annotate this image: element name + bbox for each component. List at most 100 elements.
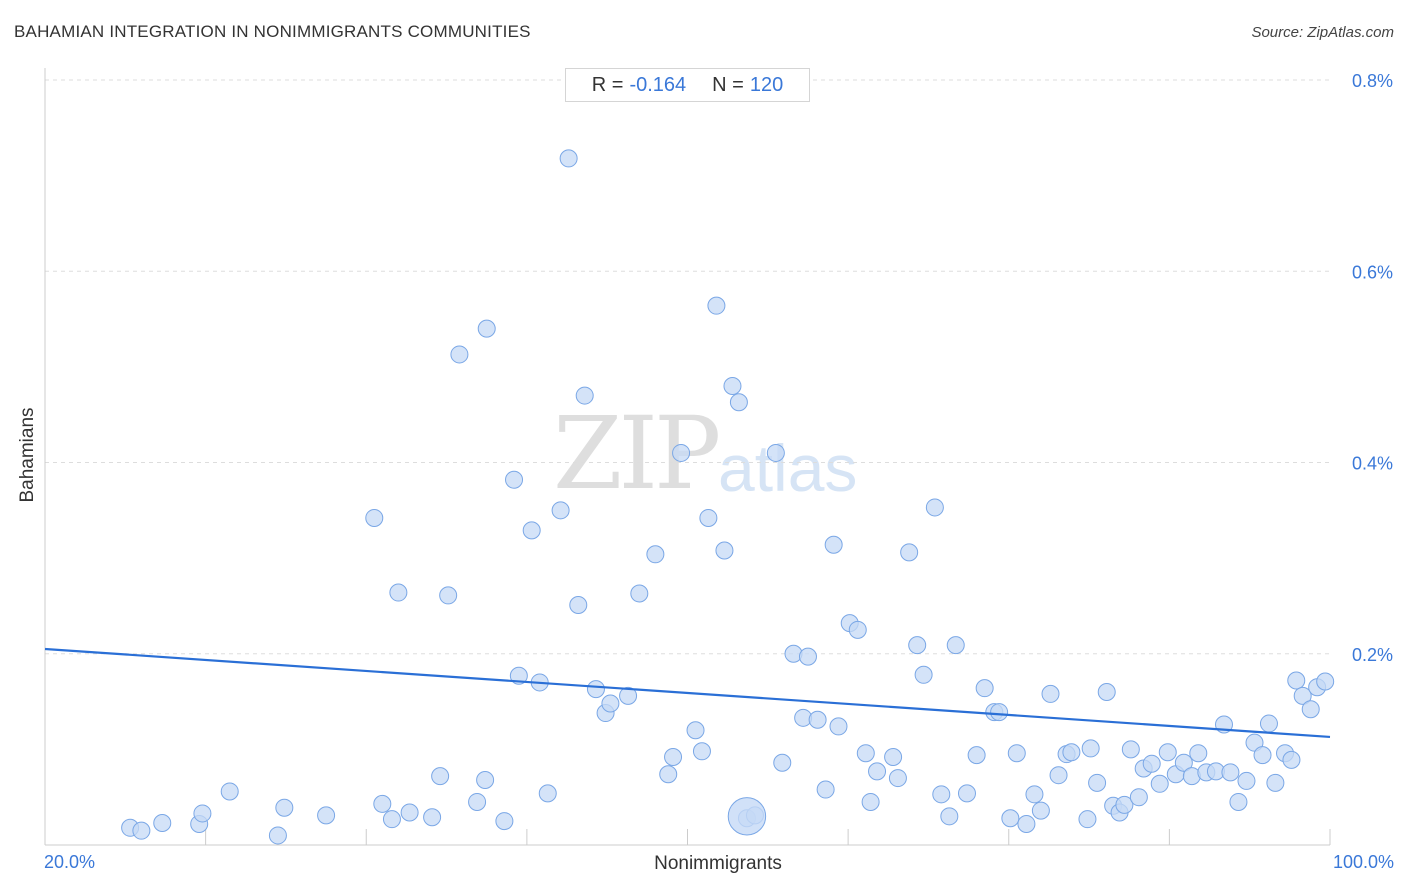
data-point — [220, 782, 239, 801]
data-point — [1121, 740, 1140, 759]
data-point — [932, 785, 951, 804]
trend-line — [44, 647, 1331, 739]
data-point — [468, 792, 487, 811]
data-point — [1253, 746, 1272, 765]
y-tick-label: 0.6% — [1352, 262, 1393, 282]
data-point — [1062, 743, 1081, 762]
data-point — [884, 748, 903, 767]
data-point — [373, 794, 392, 813]
data-point — [1129, 788, 1148, 807]
data-point — [382, 810, 401, 829]
data-point-large — [727, 797, 767, 836]
data-point — [1001, 809, 1020, 828]
data-point — [664, 748, 683, 767]
data-point — [824, 535, 843, 554]
data-point — [975, 679, 994, 698]
data-point — [476, 770, 495, 789]
y-tick-label: 0.4% — [1352, 454, 1393, 474]
data-point — [1282, 750, 1301, 769]
data-point — [619, 686, 638, 705]
data-point — [723, 377, 742, 395]
data-point — [1189, 744, 1208, 763]
data-point — [400, 803, 419, 822]
data-point — [1007, 744, 1026, 763]
data-point — [816, 780, 835, 799]
data-point — [1158, 743, 1177, 762]
data-point — [686, 721, 705, 740]
data-point — [990, 703, 1009, 722]
data-point — [1293, 686, 1312, 705]
data-point — [505, 470, 524, 489]
data-point — [1221, 763, 1240, 782]
data-point — [477, 319, 496, 338]
data-point — [1142, 754, 1161, 773]
watermark-zip: ZIP — [553, 395, 721, 512]
n-label: N = — [712, 73, 744, 96]
r-label: R = — [591, 73, 624, 96]
data-point — [967, 746, 986, 765]
data-point — [1078, 810, 1097, 829]
x-tick-min: 20.0% — [44, 852, 96, 872]
data-point — [268, 826, 287, 845]
data-point — [729, 393, 748, 412]
data-point — [1150, 774, 1169, 793]
stats-box: R = -0.164 N = 120 — [565, 68, 810, 102]
data-point — [1049, 766, 1068, 785]
data-point — [659, 765, 678, 784]
data-point — [1097, 683, 1116, 701]
data-point — [1174, 753, 1193, 772]
data-point — [522, 521, 541, 540]
data-point — [1287, 671, 1306, 690]
data-point — [630, 584, 649, 603]
data-point — [908, 636, 927, 655]
data-point — [925, 498, 944, 517]
data-point — [132, 821, 151, 840]
data-point — [569, 595, 588, 614]
data-point — [389, 583, 408, 602]
r-value: -0.164 — [629, 73, 687, 96]
source-label: Source: ZipAtlas.com — [1251, 24, 1394, 41]
watermark-atlas: atlas — [718, 431, 858, 505]
data-point — [1301, 700, 1320, 719]
data-point — [1088, 773, 1107, 792]
data-point — [1031, 801, 1050, 820]
data-point — [940, 807, 959, 826]
data-point — [699, 508, 718, 527]
data-point — [575, 386, 594, 405]
data-point — [692, 742, 711, 761]
data-point — [586, 680, 605, 699]
data-point — [559, 149, 578, 168]
data-point — [450, 345, 469, 364]
data-point — [423, 808, 442, 827]
data-point — [900, 543, 919, 562]
data-point — [193, 804, 212, 823]
data-point — [766, 443, 785, 462]
y-axis-label: Bahamians — [17, 407, 38, 503]
x-axis-label: Nonimmigrants — [654, 853, 782, 874]
data-point — [431, 767, 450, 786]
data-point — [1259, 714, 1278, 733]
data-point — [646, 545, 665, 564]
data-point — [1041, 684, 1060, 703]
data-point — [773, 753, 792, 772]
data-point — [317, 806, 336, 825]
data-point — [957, 784, 976, 803]
data-point — [848, 620, 867, 639]
y-tick-label: 0.2% — [1352, 645, 1393, 665]
data-point — [495, 812, 514, 831]
data-point — [914, 665, 933, 684]
data-point — [1025, 785, 1044, 804]
data-point — [365, 508, 384, 527]
data-point — [888, 769, 907, 788]
chart-title: BAHAMIAN INTEGRATION IN NONIMMIGRANTS CO… — [14, 22, 531, 41]
data-point — [946, 636, 965, 655]
n-value: 120 — [749, 73, 784, 96]
data-point — [153, 814, 172, 833]
data-point — [808, 710, 827, 729]
data-point — [1316, 672, 1335, 691]
data-point — [715, 541, 734, 560]
data-point — [798, 647, 817, 666]
data-point — [509, 666, 528, 685]
data-point — [538, 784, 557, 803]
